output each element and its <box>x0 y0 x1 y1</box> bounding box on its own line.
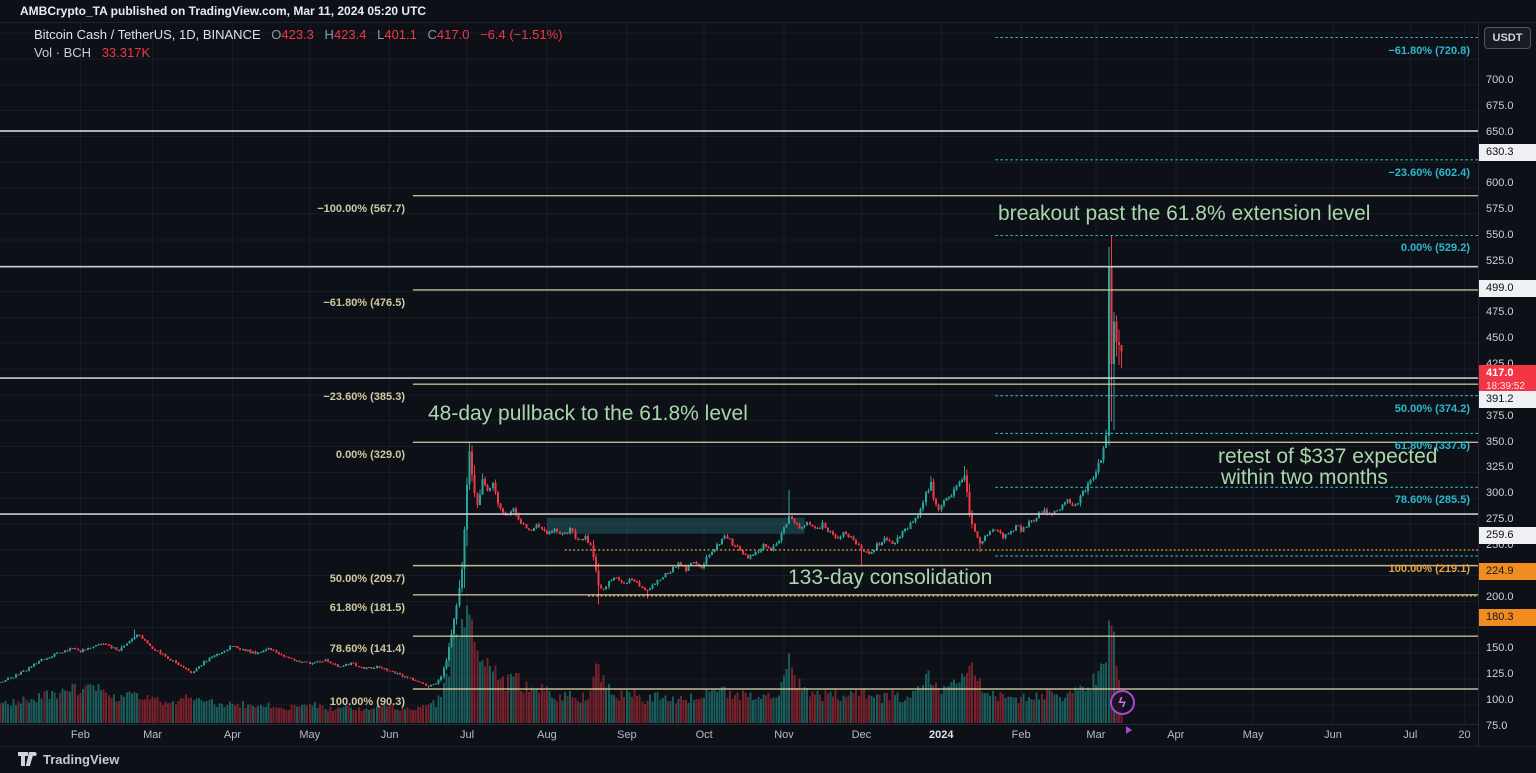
price-tick-label: 75.0 <box>1486 719 1508 732</box>
high-label: H <box>324 27 334 42</box>
price-tick-label: 150.0 <box>1486 642 1514 655</box>
annotation-text[interactable]: breakout past the 61.8% extension level <box>998 202 1371 225</box>
volume-bars <box>0 605 1123 723</box>
open-label: O <box>271 27 282 42</box>
fib-level-label[interactable]: 0.00% (529.2) <box>1400 242 1470 255</box>
time-axis-month-label: Dec <box>851 729 872 741</box>
time-axis-month-label: 20 <box>1458 729 1471 741</box>
line-price-label: 259.6 <box>1479 527 1536 545</box>
symbol-legend: Bitcoin Cash / TetherUS, 1D, BINANCE O42… <box>34 26 562 62</box>
fib-level-label[interactable]: 50.00% (374.2) <box>1394 402 1470 415</box>
time-axis-month-label: Jul <box>1403 729 1418 741</box>
time-axis-month-label: Nov <box>774 729 794 741</box>
time-axis-month-label: Jun <box>380 729 399 741</box>
high-value: 423.4 <box>333 27 367 42</box>
time-axis-month-label: Mar <box>1086 729 1106 741</box>
fib-level-label[interactable]: −61.80% (476.5) <box>323 296 405 309</box>
orange-level-price-label: 224.9 <box>1479 562 1536 580</box>
tradingview-logo-icon <box>18 752 37 766</box>
price-tick-label: 325.0 <box>1486 461 1514 474</box>
time-axis-month-label: May <box>1242 729 1264 741</box>
price-tick-label: 475.0 <box>1486 306 1514 319</box>
consolidation-zone-box[interactable] <box>546 517 805 534</box>
time-axis-month-label: May <box>299 729 321 741</box>
footer-bar: TradingView <box>0 746 1536 773</box>
time-axis-year-label: 2024 <box>929 729 954 741</box>
fib-level-label[interactable]: 78.60% (285.5) <box>1394 494 1470 507</box>
fib-level-label[interactable]: −100.00% (567.7) <box>317 202 405 215</box>
price-tick-label: 575.0 <box>1486 203 1514 216</box>
fib-level-label[interactable]: 100.00% (219.1) <box>1388 562 1470 575</box>
symbol-title[interactable]: Bitcoin Cash / TetherUS, 1D, BINANCE <box>34 27 261 42</box>
time-axis-month-label: Oct <box>695 729 713 741</box>
time-axis-month-label: Feb <box>1011 729 1031 741</box>
line-price-label: 499.0 <box>1479 279 1536 297</box>
halving-event-icon[interactable]: ϟ <box>1109 690 1135 715</box>
line-price-label: 630.3 <box>1479 144 1536 162</box>
price-tick-label: 275.0 <box>1486 513 1514 526</box>
price-tick-label: 650.0 <box>1486 125 1514 138</box>
volume-value: 33.317K <box>101 45 151 60</box>
open-value: 423.3 <box>281 27 314 42</box>
fib-level-label[interactable]: 100.00% (90.3) <box>329 696 405 708</box>
price-tick-label: 300.0 <box>1486 487 1514 500</box>
drawing-lines[interactable] <box>0 36 1478 690</box>
time-axis-month-label: Sep <box>617 729 637 741</box>
publish-line: AMBCrypto_TA published on TradingView.co… <box>20 4 427 18</box>
fib-level-label[interactable]: 78.60% (141.4) <box>329 643 405 656</box>
price-tick-label: 350.0 <box>1486 435 1514 448</box>
currency-toggle-button[interactable]: USDT <box>1484 27 1531 49</box>
annotation-text[interactable]: within two months <box>1221 466 1388 489</box>
publish-header: AMBCrypto_TA published on TradingView.co… <box>0 0 1536 23</box>
price-tick-label: 675.0 <box>1486 99 1514 112</box>
orange-level-price-label: 180.3 <box>1479 609 1536 626</box>
price-tick-label: 100.0 <box>1486 693 1514 706</box>
candles <box>0 235 1123 690</box>
annotation-text[interactable]: 48-day pullback to the 61.8% level <box>428 402 748 425</box>
price-tick-label: 600.0 <box>1486 177 1514 190</box>
last-price-label: 417.0 18:39:52 <box>1479 365 1536 394</box>
last-bar-marker <box>1125 726 1132 734</box>
fib-level-label[interactable]: −23.60% (602.4) <box>1388 166 1470 179</box>
price-tick-label: 525.0 <box>1486 254 1514 267</box>
time-axis-month-label: Apr <box>1167 729 1185 741</box>
time-axis-month-label: Jun <box>1324 729 1342 741</box>
time-axis-month-label: Mar <box>143 729 163 741</box>
low-value: 401.1 <box>384 27 417 42</box>
price-axis[interactable]: USDT 700.0 675.0 650.0 600.0 575.0 550.0 525.0… <box>1479 22 1536 746</box>
price-tick-label: 375.0 <box>1486 409 1514 422</box>
annotation-text[interactable]: retest of $337 expected <box>1218 445 1438 468</box>
time-axis-month-label: Aug <box>537 729 557 741</box>
time-axis-month-label: Feb <box>70 729 90 741</box>
fib-level-label[interactable]: −61.80% (720.8) <box>1388 44 1470 57</box>
change-value: −6.4 (−1.51%) <box>480 27 563 42</box>
close-value: 417.0 <box>436 27 470 42</box>
price-tick-label: 125.0 <box>1486 668 1514 681</box>
price-tick-label: 450.0 <box>1486 332 1514 345</box>
annotation-text[interactable]: 133-day consolidation <box>788 566 993 589</box>
grid <box>0 22 1478 724</box>
line-price-label: 391.2 <box>1479 391 1536 409</box>
tradingview-logo-link[interactable]: TradingView <box>18 752 119 767</box>
low-label: L <box>377 27 385 42</box>
bar-countdown: 18:39:52 <box>1486 381 1525 393</box>
time-axis[interactable]: Feb Mar Apr May Jun Jul Aug Sep Oct Nov Dec 2024 Feb… <box>0 724 1479 747</box>
volume-label: Vol · BCH <box>34 45 92 60</box>
fib-level-label[interactable]: 0.00% (329.0) <box>335 449 405 462</box>
price-tick-label: 700.0 <box>1486 74 1514 86</box>
close-label: C <box>427 27 437 42</box>
fib-level-label[interactable]: 61.80% (337.6) <box>1394 440 1470 453</box>
fib-level-label[interactable]: 50.00% (209.7) <box>329 572 405 585</box>
fib-level-label[interactable]: −23.60% (385.3) <box>323 391 405 404</box>
chart-pane[interactable]: Bitcoin Cash / TetherUS, 1D, BINANCE O42… <box>0 22 1479 724</box>
candlestick-plot[interactable] <box>0 22 1478 724</box>
time-axis-month-label: Jul <box>459 729 475 741</box>
tradingview-brand-text: TradingView <box>43 752 120 767</box>
price-tick-label: 550.0 <box>1486 228 1514 241</box>
fib-level-label[interactable]: 61.80% (181.5) <box>329 601 405 614</box>
time-axis-month-label: Apr <box>223 729 242 741</box>
price-tick-label: 200.0 <box>1486 590 1514 603</box>
